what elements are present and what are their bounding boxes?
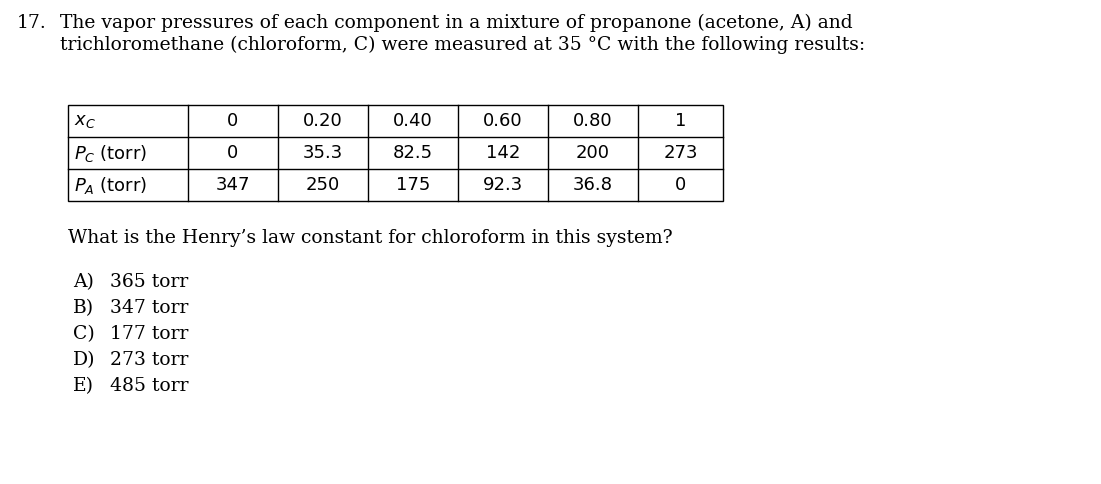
Text: 273 torr: 273 torr <box>110 351 188 369</box>
Text: $x_C$: $x_C$ <box>74 112 96 130</box>
Text: $P_A$ (torr): $P_A$ (torr) <box>74 175 148 196</box>
Text: 273: 273 <box>663 144 698 162</box>
Text: 177 torr: 177 torr <box>110 325 188 343</box>
Text: 0.60: 0.60 <box>483 112 523 130</box>
Text: 175: 175 <box>396 176 430 194</box>
Text: 0: 0 <box>228 112 239 130</box>
Text: C): C) <box>73 325 95 343</box>
Text: The vapor pressures of each component in a mixture of propanone (acetone, A) and: The vapor pressures of each component in… <box>59 14 852 32</box>
Text: D): D) <box>73 351 96 369</box>
Text: 0.20: 0.20 <box>303 112 342 130</box>
Text: 0.80: 0.80 <box>574 112 613 130</box>
Text: 35.3: 35.3 <box>303 144 344 162</box>
Text: 17.: 17. <box>17 14 46 32</box>
Text: 0: 0 <box>228 144 239 162</box>
Bar <box>68 105 723 201</box>
Text: 36.8: 36.8 <box>573 176 613 194</box>
Text: 365 torr: 365 torr <box>110 273 188 291</box>
Text: 347: 347 <box>216 176 250 194</box>
Text: 0.40: 0.40 <box>393 112 433 130</box>
Text: A): A) <box>73 273 94 291</box>
Text: 347 torr: 347 torr <box>110 299 188 317</box>
Text: 0: 0 <box>675 176 686 194</box>
Text: 485 torr: 485 torr <box>110 377 188 395</box>
Text: 250: 250 <box>306 176 340 194</box>
Text: 82.5: 82.5 <box>393 144 433 162</box>
Text: 200: 200 <box>576 144 610 162</box>
Text: 1: 1 <box>675 112 686 130</box>
Text: $P_C$ (torr): $P_C$ (torr) <box>74 142 148 164</box>
Text: trichloromethane (chloroform, C) were measured at 35 °C with the following resul: trichloromethane (chloroform, C) were me… <box>59 36 865 54</box>
Text: 92.3: 92.3 <box>483 176 523 194</box>
Text: 142: 142 <box>486 144 520 162</box>
Text: What is the Henry’s law constant for chloroform in this system?: What is the Henry’s law constant for chl… <box>68 229 673 247</box>
Text: E): E) <box>73 377 94 395</box>
Text: B): B) <box>73 299 94 317</box>
